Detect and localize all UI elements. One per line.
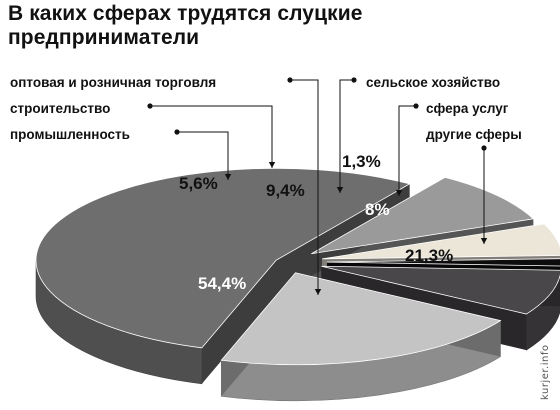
- leader-lines: [147, 77, 488, 295]
- value-label-construction: 9,4%: [266, 181, 305, 200]
- slice-other: [220, 272, 502, 366]
- legend-label-industry: промышленность: [10, 127, 130, 142]
- leader-arrow-construction: [268, 162, 276, 168]
- legend-label-other: другие сферы: [426, 127, 522, 142]
- chart-title-line-2: предприниматели: [8, 26, 200, 49]
- leader-line-agriculture: [339, 79, 354, 193]
- chart-title-line-1: В каких сферах трудятся слуцкие: [8, 2, 363, 25]
- value-label-trade: 54,4%: [198, 274, 246, 293]
- slice-tops: [35, 167, 560, 366]
- leader-dot-construction: [147, 103, 153, 109]
- leader-arrow-agriculture: [336, 187, 344, 193]
- legend-label-construction: строительство: [10, 101, 110, 116]
- leader-dot-industry: [174, 129, 180, 135]
- legend-label-trade: оптовая и розничная торговля: [10, 75, 216, 90]
- slice-construction: [311, 176, 535, 255]
- leader-arrow-industry: [224, 174, 232, 180]
- leader-arrow-services: [395, 190, 403, 196]
- legend-label-agriculture: сельское хозяйство: [366, 75, 500, 90]
- leader-line-construction: [150, 105, 273, 168]
- leader-line-services: [398, 105, 416, 196]
- leader-dot-trade: [287, 77, 293, 83]
- leader-dot-services: [413, 103, 419, 109]
- slice-industry: [322, 223, 560, 260]
- slice-wall-trade-0: [201, 260, 277, 384]
- slice-trade: [35, 167, 411, 349]
- watermark: kurjer.info: [540, 345, 551, 401]
- chart-title: В каких сферах трудятся слуцкие предприн…: [8, 2, 508, 50]
- value-label-agriculture: 1,3%: [342, 152, 381, 171]
- value-label-services: 8%: [365, 200, 390, 219]
- leader-line-trade: [290, 79, 319, 295]
- slice-agriculture: [326, 258, 560, 267]
- leader-dot-other: [481, 145, 487, 151]
- leader-arrow-other: [480, 238, 488, 244]
- slice-services: [321, 265, 560, 315]
- leader-arrow-trade: [314, 289, 322, 295]
- value-label-other: 21,3%: [405, 246, 453, 265]
- legend-label-services: сфера услуг: [426, 101, 509, 116]
- value-label-industry: 5,6%: [179, 174, 218, 193]
- leader-line-industry: [177, 131, 229, 180]
- leader-dot-agriculture: [351, 77, 357, 83]
